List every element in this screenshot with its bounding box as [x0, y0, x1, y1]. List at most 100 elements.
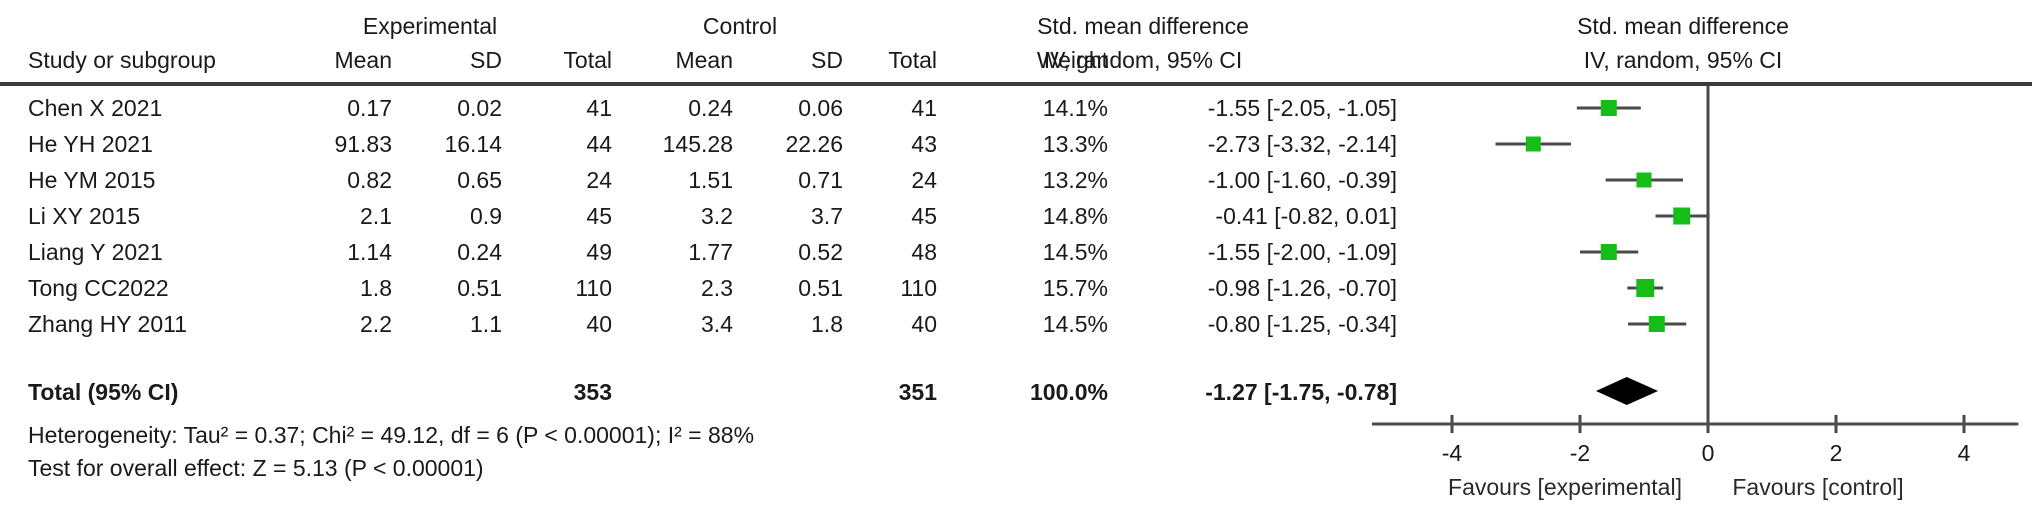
cell-study-name: He YH 2021 — [28, 131, 153, 157]
col-header-iv-plot: IV, random, 95% CI — [1583, 47, 1783, 73]
cell-sd-exp: 0.02 — [457, 95, 502, 121]
point-estimate-marker — [1636, 279, 1655, 297]
study-rows: Chen X 2021 0.17 0.02 41 0.24 0.06 41 14.1% -1.5… — [0, 90, 2032, 344]
cell-sd-ctrl: 0.71 — [798, 167, 843, 193]
total-n-exp: 353 — [573, 379, 612, 405]
table-row: Zhang HY 2011 2.2 1.1 40 3.4 1.8 40 14.5% -0.80 … — [0, 306, 2032, 342]
heterogeneity-note: Heterogeneity: Tau² = 0.37; Chi² = 49.12… — [28, 422, 755, 448]
table-row: He YM 2015 0.82 0.65 24 1.51 0.71 24 13.2% -1.00… — [0, 162, 2032, 198]
cell-mean-ctrl: 0.24 — [688, 95, 733, 121]
cell-sd-exp: 0.65 — [457, 167, 502, 193]
cell-total-ctrl: 110 — [900, 275, 937, 301]
cell-weight: 14.8% — [1042, 203, 1108, 229]
cell-weight: 14.5% — [1042, 239, 1108, 265]
table-row: He YH 2021 91.83 16.14 44 145.28 22.26 43 13.3%… — [0, 126, 2032, 162]
cell-total-ctrl: 43 — [911, 131, 937, 157]
tick-label: -4 — [1441, 440, 1463, 466]
cell-mean-exp: 2.1 — [360, 203, 392, 229]
tick-label: 2 — [1829, 440, 1843, 466]
point-estimate-marker — [1600, 244, 1617, 260]
cell-total-ctrl: 48 — [911, 239, 937, 265]
cell-sd-ctrl: 22.26 — [785, 131, 843, 157]
col-header-total-ctrl: Total — [888, 47, 937, 73]
total-ci-text: -1.27 [-1.75, -0.78] — [1205, 379, 1397, 405]
header-divider-line — [0, 82, 2032, 86]
pooled-diamond — [1596, 377, 1659, 405]
cell-mean-ctrl: 2.3 — [701, 275, 733, 301]
group-header-experimental: Experimental — [362, 13, 498, 39]
cell-sd-ctrl: 0.52 — [798, 239, 843, 265]
cell-sd-ctrl: 1.8 — [811, 311, 843, 337]
cell-total-exp: 110 — [575, 275, 612, 301]
cell-ci-text: -1.55 [-2.00, -1.09] — [1207, 239, 1397, 265]
cell-mean-exp: 2.2 — [360, 311, 392, 337]
cell-mean-exp: 0.82 — [347, 167, 392, 193]
cell-mean-exp: 91.83 — [334, 131, 392, 157]
cell-weight: 14.1% — [1042, 95, 1108, 121]
cell-total-ctrl: 24 — [911, 167, 937, 193]
favours-experimental-label: Favours [experimental] — [1448, 474, 1682, 500]
favours-control-label: Favours [control] — [1732, 474, 1904, 500]
cell-ci-text: -1.00 [-1.60, -0.39] — [1207, 167, 1397, 193]
cell-sd-exp: 0.51 — [457, 275, 502, 301]
cell-sd-exp: 0.9 — [470, 203, 502, 229]
cell-mean-ctrl: 145.28 — [662, 131, 733, 157]
col-header-mean-exp: Mean — [334, 47, 392, 73]
cell-weight: 13.2% — [1042, 167, 1108, 193]
cell-sd-exp: 16.14 — [444, 131, 502, 157]
point-estimate-marker — [1600, 100, 1617, 116]
cell-total-ctrl: 40 — [911, 311, 937, 337]
col-header-iv-text: IV, random, 95% CI — [1043, 47, 1243, 73]
cell-weight: 14.5% — [1042, 311, 1108, 337]
tick-label: -2 — [1569, 440, 1591, 466]
overall-effect-note: Test for overall effect: Z = 5.13 (P < 0… — [28, 455, 484, 481]
cell-sd-exp: 1.1 — [470, 311, 502, 337]
cell-total-exp: 45 — [586, 203, 612, 229]
cell-ci-text: -0.80 [-1.25, -0.34] — [1207, 311, 1397, 337]
cell-weight: 15.7% — [1042, 275, 1108, 301]
total-weight: 100.0% — [1029, 379, 1108, 405]
cell-mean-ctrl: 3.2 — [701, 203, 733, 229]
point-estimate-marker — [1525, 136, 1541, 152]
cell-sd-exp: 0.24 — [457, 239, 502, 265]
cell-total-ctrl: 45 — [911, 203, 937, 229]
cell-study-name: Li XY 2015 — [28, 203, 141, 229]
col-header-mean-ctrl: Mean — [675, 47, 733, 73]
col-header-weight: Weight — [1036, 47, 1108, 73]
point-estimate-marker — [1636, 172, 1652, 188]
cell-mean-exp: 1.8 — [360, 275, 392, 301]
col-header-sd-exp: SD — [470, 47, 502, 73]
table-row: Li XY 2015 2.1 0.9 45 3.2 3.7 45 14.8% -0.41 [-0… — [0, 198, 2032, 234]
tick-label: 0 — [1701, 440, 1715, 466]
cell-total-exp: 49 — [586, 239, 612, 265]
cell-sd-ctrl: 3.7 — [811, 203, 843, 229]
cell-sd-ctrl: 0.06 — [798, 95, 843, 121]
table-row: Liang Y 2021 1.14 0.24 49 1.77 0.52 48 14.5% -1.… — [0, 234, 2032, 270]
table-row: Chen X 2021 0.17 0.02 41 0.24 0.06 41 14.1% -1.5… — [0, 90, 2032, 126]
group-header-smd-text: Std. mean difference — [1037, 13, 1249, 39]
cell-ci-text: -0.98 [-1.26, -0.70] — [1207, 275, 1397, 301]
total-row: Total (95% CI) 353 351 100.0% -1.27 [-1.… — [0, 374, 2032, 410]
col-header-total-exp: Total — [563, 47, 612, 73]
cell-ci-text: -1.55 [-2.05, -1.05] — [1207, 95, 1397, 121]
column-header-row: Study or subgroup Mean SD Total Mean SD … — [0, 42, 2032, 78]
col-header-study: Study or subgroup — [28, 47, 216, 73]
cell-sd-ctrl: 0.51 — [798, 275, 843, 301]
group-header-row: Experimental Control Std. mean differenc… — [0, 8, 2032, 44]
cell-mean-ctrl: 3.4 — [701, 311, 733, 337]
cell-total-exp: 24 — [586, 167, 612, 193]
cell-ci-text: -0.41 [-0.82, 0.01] — [1215, 203, 1397, 229]
cell-total-exp: 41 — [586, 95, 612, 121]
cell-mean-exp: 0.17 — [347, 95, 392, 121]
group-header-control: Control — [702, 13, 778, 39]
cell-study-name: He YM 2015 — [28, 167, 156, 193]
cell-study-name: Liang Y 2021 — [28, 239, 163, 265]
cell-study-name: Tong CC2022 — [28, 275, 169, 301]
cell-total-exp: 44 — [586, 131, 612, 157]
group-header-smd-plot: Std. mean difference — [1577, 13, 1789, 39]
tick-label: 4 — [1957, 440, 1971, 466]
cell-total-exp: 40 — [586, 311, 612, 337]
col-header-sd-ctrl: SD — [811, 47, 843, 73]
